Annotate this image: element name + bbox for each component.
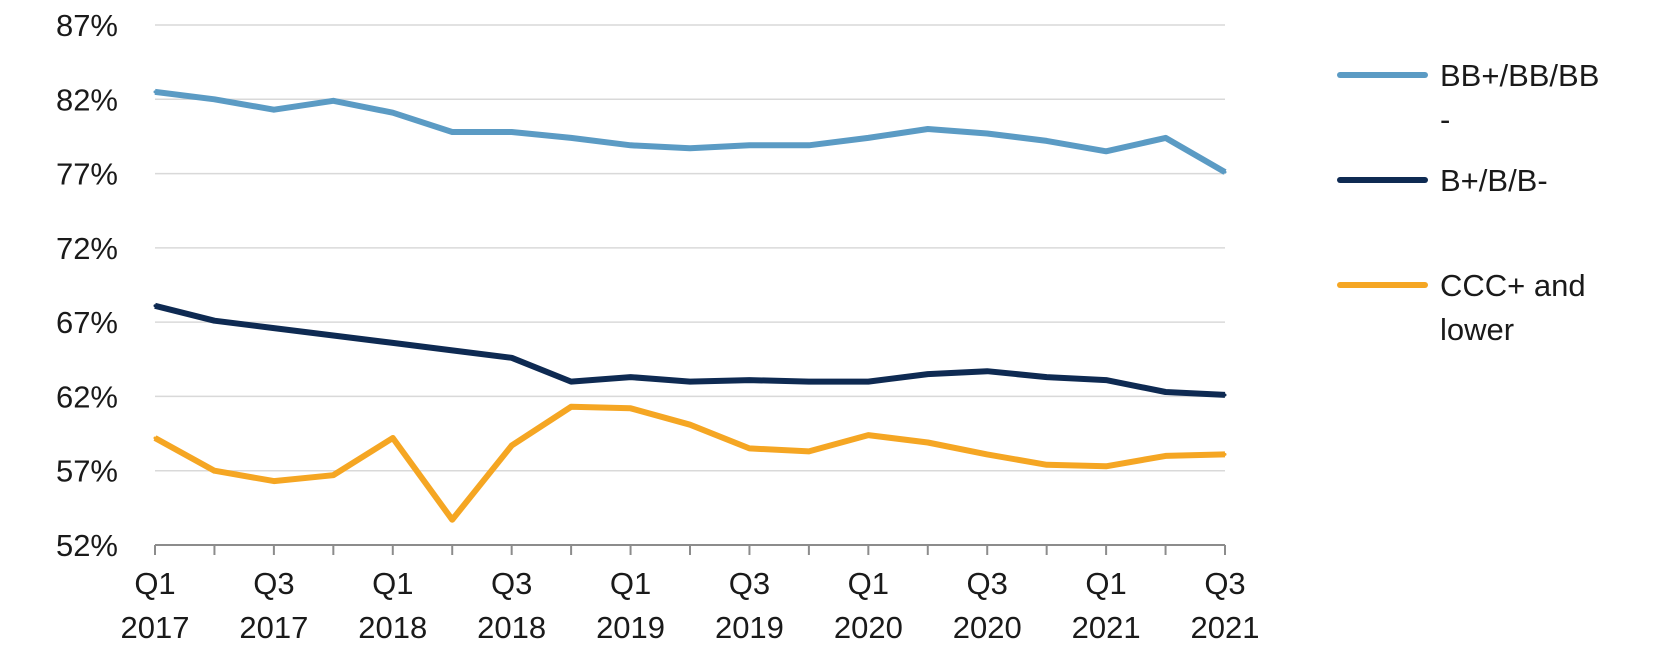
data-point	[866, 433, 870, 437]
data-point	[510, 130, 514, 134]
series-line-0	[154, 88, 1227, 175]
data-point	[212, 319, 216, 323]
x-tick-label-quarter: Q3	[729, 566, 770, 601]
x-tick-label-year: 2019	[596, 610, 665, 645]
x-tick-label-quarter: Q1	[1085, 566, 1126, 601]
y-tick-label: 87%	[56, 8, 118, 43]
data-point	[985, 452, 989, 456]
x-axis	[154, 544, 1226, 555]
x-tick-label-quarter: Q3	[967, 566, 1008, 601]
data-point	[1223, 170, 1227, 174]
data-point	[985, 369, 989, 373]
data-point	[1223, 452, 1227, 456]
x-tick-label-quarter: Q3	[1204, 566, 1245, 601]
data-point	[1045, 139, 1049, 143]
y-axis-tick-labels: 52% 57% 62% 67% 72% 77% 82% 87%	[56, 8, 118, 563]
data-point	[1045, 463, 1049, 467]
data-point	[629, 143, 633, 147]
x-tick-label-quarter: Q1	[134, 566, 175, 601]
data-point	[272, 108, 276, 112]
data-point	[629, 406, 633, 410]
legend-label: -	[1440, 102, 1450, 137]
x-tick-label-year: 2017	[239, 610, 308, 645]
data-point	[926, 127, 930, 131]
y-tick-label: 52%	[56, 528, 118, 563]
x-tick-label-year: 2020	[953, 610, 1022, 645]
data-point	[985, 131, 989, 135]
data-point	[926, 440, 930, 444]
x-tick-label-quarter: Q1	[372, 566, 413, 601]
data-point	[747, 143, 751, 147]
data-point	[1104, 378, 1108, 382]
data-point	[1164, 136, 1168, 140]
data-point	[1104, 149, 1108, 153]
gridlines	[155, 24, 1225, 472]
data-point	[212, 469, 216, 473]
data-point	[450, 130, 454, 134]
data-point	[688, 146, 692, 150]
legend-label: BB+/BB/BB	[1440, 58, 1599, 93]
legend-label: CCC+ and	[1440, 268, 1586, 303]
data-point	[331, 473, 335, 477]
y-tick-label: 57%	[56, 454, 118, 489]
data-point	[866, 380, 870, 384]
y-tick-label: 62%	[56, 379, 118, 414]
data-point	[153, 304, 157, 308]
x-tick-label-year: 2018	[358, 610, 427, 645]
data-point	[569, 405, 573, 409]
x-tick-label-quarter: Q1	[848, 566, 889, 601]
data-point	[510, 443, 514, 447]
data-point	[391, 341, 395, 345]
data-point	[391, 111, 395, 115]
y-tick-label: 82%	[56, 82, 118, 117]
y-tick-label: 77%	[56, 157, 118, 192]
data-point	[1164, 390, 1168, 394]
data-point	[629, 375, 633, 379]
data-point	[391, 436, 395, 440]
legend-label: B+/B/B-	[1440, 163, 1548, 198]
y-tick-label: 72%	[56, 231, 118, 266]
data-point	[926, 372, 930, 376]
legend: BB+/BB/BB - B+/B/B- CCC+ and lower	[1337, 58, 1599, 347]
data-point	[1045, 375, 1049, 379]
data-point	[688, 423, 692, 427]
x-tick-label-quarter: Q1	[610, 566, 651, 601]
data-point	[1164, 454, 1168, 458]
data-point	[510, 356, 514, 360]
data-point	[331, 334, 335, 338]
data-point	[272, 479, 276, 483]
data-point	[272, 326, 276, 330]
x-tick-label-quarter: Q3	[491, 566, 532, 601]
x-tick-label-year: 2017	[121, 610, 190, 645]
data-point	[807, 380, 811, 384]
data-point	[331, 99, 335, 103]
x-axis-tick-labels: Q1 2017 Q3 2017 Q1 2018 Q3 2018 Q1 2019 Q3 2019 Q1 20…	[121, 566, 1260, 645]
data-point	[569, 380, 573, 384]
legend-label: lower	[1440, 312, 1514, 347]
data-point	[212, 97, 216, 101]
x-tick-label-year: 2021	[1191, 610, 1260, 645]
x-tick-label-year: 2019	[715, 610, 784, 645]
x-tick-label-year: 2021	[1072, 610, 1141, 645]
data-point	[747, 378, 751, 382]
data-point	[807, 449, 811, 453]
data-point	[1104, 464, 1108, 468]
x-tick-label-year: 2018	[477, 610, 546, 645]
data-point	[688, 380, 692, 384]
data-point	[450, 348, 454, 352]
data-point	[747, 446, 751, 450]
x-tick-label-year: 2020	[834, 610, 903, 645]
data-point	[153, 436, 157, 440]
y-tick-label: 67%	[56, 305, 118, 340]
series-lines	[153, 88, 1227, 523]
data-point	[153, 90, 157, 94]
data-point	[1223, 393, 1227, 397]
data-point	[450, 518, 454, 522]
data-point	[866, 136, 870, 140]
data-point	[569, 136, 573, 140]
x-tick-label-quarter: Q3	[253, 566, 294, 601]
data-point	[807, 143, 811, 147]
